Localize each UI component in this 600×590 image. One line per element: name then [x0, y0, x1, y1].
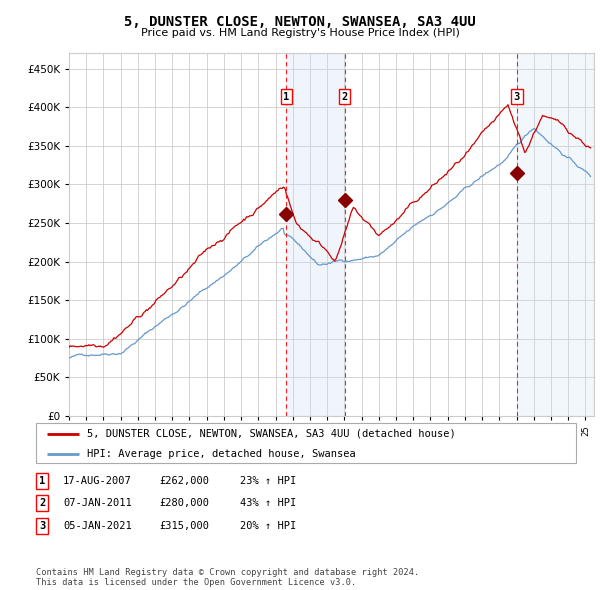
Bar: [517, 53, 594, 416]
Text: 1: 1: [283, 91, 290, 101]
Text: 20% ↑ HPI: 20% ↑ HPI: [240, 521, 296, 530]
Text: 17-AUG-2007: 17-AUG-2007: [63, 476, 132, 486]
Text: 05-JAN-2021: 05-JAN-2021: [63, 521, 132, 530]
Text: 5, DUNSTER CLOSE, NEWTON, SWANSEA, SA3 4UU (detached house): 5, DUNSTER CLOSE, NEWTON, SWANSEA, SA3 4…: [88, 429, 456, 439]
Text: 23% ↑ HPI: 23% ↑ HPI: [240, 476, 296, 486]
Text: HPI: Average price, detached house, Swansea: HPI: Average price, detached house, Swan…: [88, 450, 356, 460]
Text: Contains HM Land Registry data © Crown copyright and database right 2024.
This d: Contains HM Land Registry data © Crown c…: [36, 568, 419, 587]
Bar: [286, 53, 345, 416]
FancyBboxPatch shape: [36, 423, 576, 463]
Text: 07-JAN-2011: 07-JAN-2011: [63, 499, 132, 508]
Text: £280,000: £280,000: [159, 499, 209, 508]
Text: 5, DUNSTER CLOSE, NEWTON, SWANSEA, SA3 4UU: 5, DUNSTER CLOSE, NEWTON, SWANSEA, SA3 4…: [124, 15, 476, 29]
Text: £262,000: £262,000: [159, 476, 209, 486]
Text: 3: 3: [39, 521, 45, 530]
Text: Price paid vs. HM Land Registry's House Price Index (HPI): Price paid vs. HM Land Registry's House …: [140, 28, 460, 38]
Text: 2: 2: [39, 499, 45, 508]
Text: 2: 2: [341, 91, 348, 101]
Text: 1: 1: [39, 476, 45, 486]
Text: 43% ↑ HPI: 43% ↑ HPI: [240, 499, 296, 508]
Text: 3: 3: [514, 91, 520, 101]
Text: £315,000: £315,000: [159, 521, 209, 530]
